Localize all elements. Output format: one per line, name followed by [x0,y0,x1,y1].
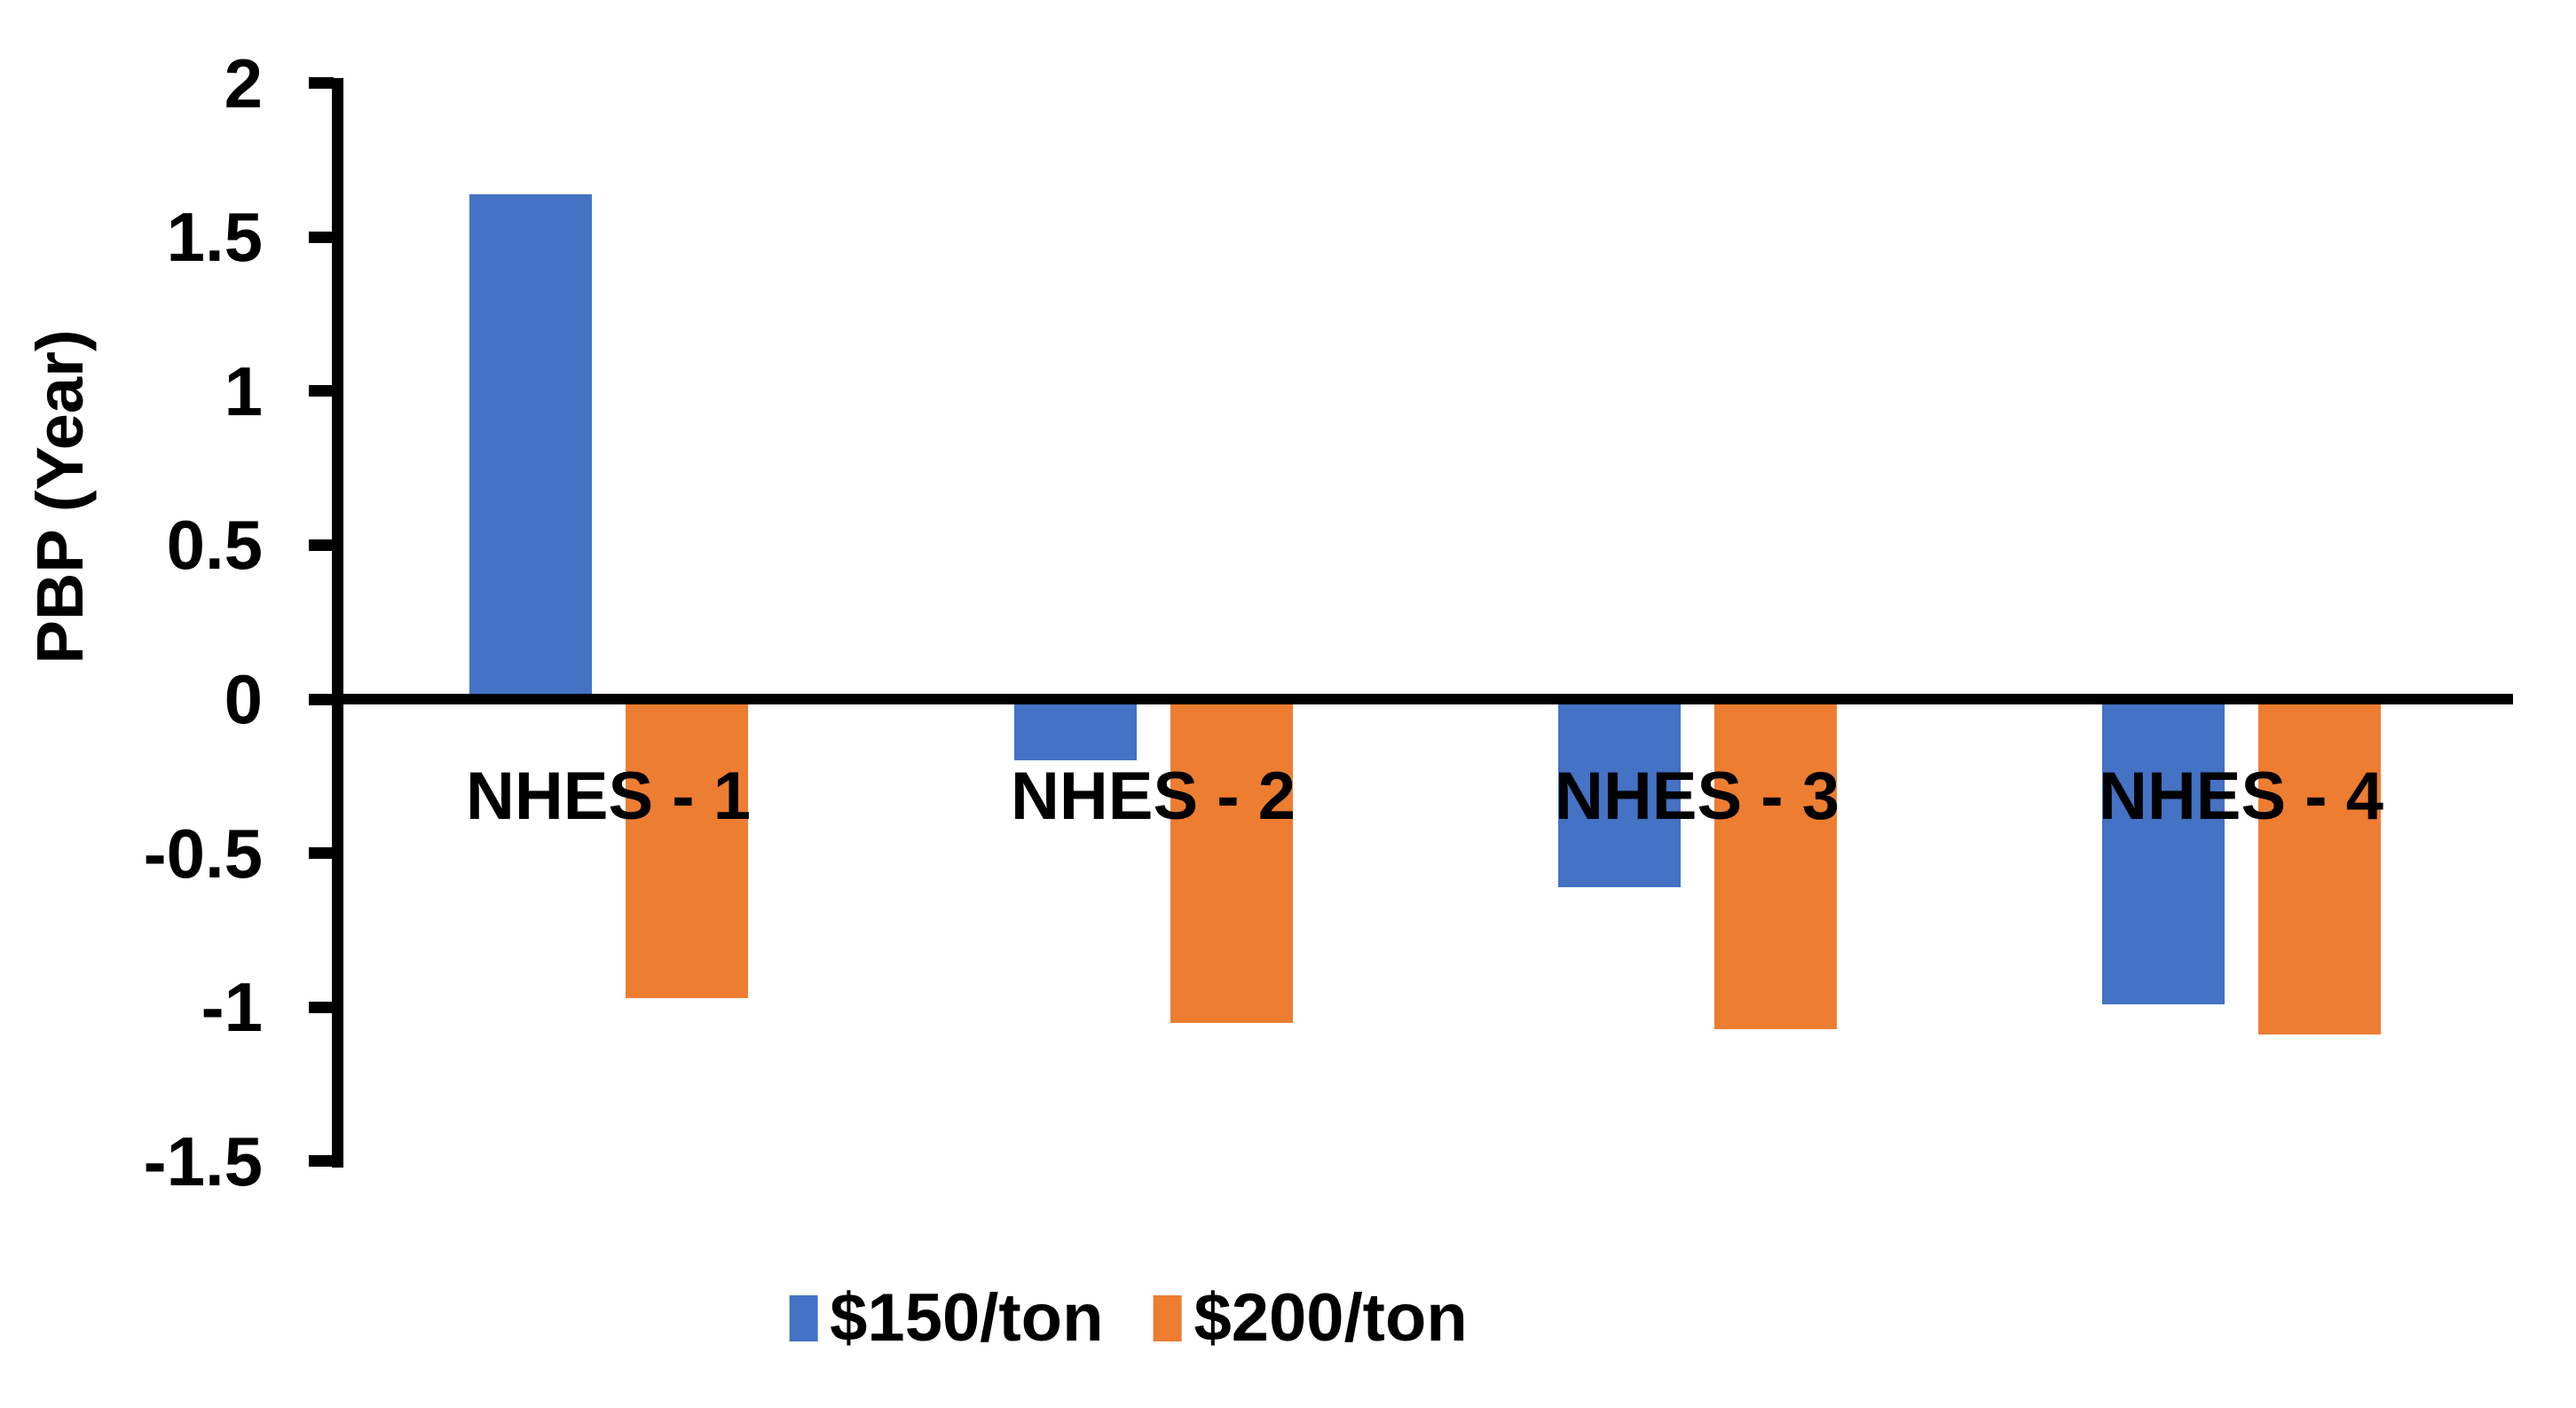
y-tick-mark [309,1001,334,1013]
y-tick-mark [309,1155,334,1168]
zero-baseline [332,694,2513,704]
y-tick-mark [309,385,334,397]
y-tick-mark [309,539,334,551]
y-tick-label: -1 [201,968,263,1047]
y-tick-label: 0 [224,660,263,738]
y-tick-mark [309,231,334,243]
legend: $150/ton $200/ton [789,1283,1468,1354]
y-tick-label: 1.5 [166,198,263,277]
y-tick-mark [309,77,334,90]
bar-150ton-NHES1 [469,193,592,699]
bar-200ton-NHES2 [1170,699,1293,1023]
bar-150ton-NHES2 [1013,699,1137,761]
legend-label: $200/ton [1193,1280,1468,1356]
legend-item: $150/ton [789,1280,1104,1356]
x-axis-category-label: NHES - 1 [466,759,751,834]
y-tick-mark [309,847,334,860]
x-axis-category-label: NHES - 3 [1555,759,1839,834]
bar-200ton-NHES3 [1713,699,1837,1029]
bar-200ton-NHES4 [2257,699,2381,1035]
x-axis-category-label: NHES - 2 [1011,759,1296,834]
y-tick-mark [309,693,334,705]
y-tick-label: 2 [224,43,263,122]
y-tick-label: -1.5 [143,1121,263,1200]
y-axis-line [332,78,343,1168]
y-tick-label: -0.5 [143,814,263,893]
bar-200ton-NHES1 [625,699,748,998]
legend-item: $200/ton [1153,1280,1468,1356]
bar-150ton-NHES4 [2101,699,2225,1004]
legend-label: $150/ton [830,1280,1104,1356]
y-tick-label: 0.5 [166,506,263,585]
x-axis-category-label: NHES - 4 [2099,759,2383,834]
legend-swatch-icon [1153,1295,1182,1341]
y-tick-label: 1 [224,351,263,430]
bar-150ton-NHES3 [1557,699,1681,887]
legend-swatch-icon [789,1295,818,1341]
